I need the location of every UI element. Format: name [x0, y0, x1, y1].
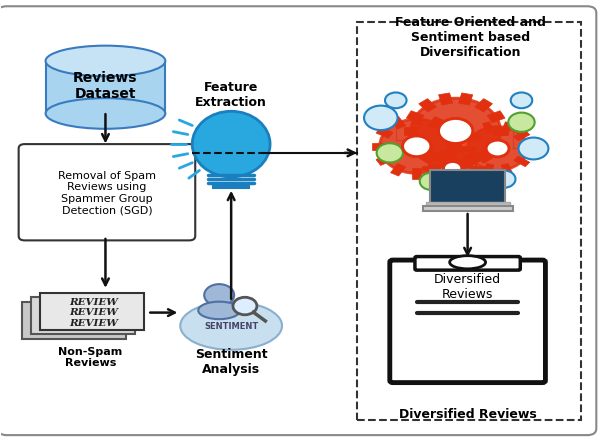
Polygon shape [449, 146, 455, 156]
Polygon shape [419, 151, 437, 164]
Polygon shape [406, 140, 424, 152]
Ellipse shape [449, 256, 485, 269]
FancyBboxPatch shape [357, 22, 581, 420]
Polygon shape [475, 151, 493, 164]
Circle shape [233, 297, 257, 315]
FancyBboxPatch shape [40, 293, 145, 330]
Circle shape [467, 127, 527, 171]
FancyBboxPatch shape [430, 171, 505, 204]
Polygon shape [466, 131, 481, 141]
Circle shape [491, 171, 515, 188]
Ellipse shape [192, 112, 270, 177]
FancyBboxPatch shape [390, 261, 545, 383]
Polygon shape [412, 115, 421, 125]
Polygon shape [482, 164, 494, 176]
Text: Feature
Extraction: Feature Extraction [195, 81, 267, 109]
Polygon shape [501, 123, 512, 134]
Polygon shape [406, 112, 424, 124]
Polygon shape [428, 176, 443, 187]
Polygon shape [440, 128, 457, 139]
Polygon shape [404, 127, 418, 136]
Circle shape [443, 162, 462, 176]
Polygon shape [440, 155, 457, 166]
Ellipse shape [46, 46, 166, 77]
Text: REVIEW
REVIEW
REVIEW: REVIEW REVIEW REVIEW [69, 297, 118, 327]
Text: Diversified Reviews: Diversified Reviews [399, 407, 536, 420]
Polygon shape [458, 158, 473, 170]
Circle shape [486, 141, 509, 157]
Polygon shape [419, 99, 437, 113]
Ellipse shape [46, 99, 166, 130]
Text: Feature Oriented and
Sentiment based
Diversification: Feature Oriented and Sentiment based Div… [395, 16, 546, 59]
Circle shape [439, 119, 473, 144]
Polygon shape [514, 131, 530, 141]
Circle shape [518, 138, 548, 160]
Ellipse shape [198, 302, 240, 319]
Polygon shape [376, 155, 393, 166]
Polygon shape [482, 123, 494, 134]
Polygon shape [475, 99, 493, 113]
Polygon shape [428, 151, 443, 162]
Circle shape [364, 106, 398, 131]
Circle shape [439, 119, 473, 144]
Polygon shape [373, 144, 387, 150]
Polygon shape [463, 176, 477, 187]
Polygon shape [412, 169, 421, 179]
FancyBboxPatch shape [22, 302, 127, 339]
Polygon shape [493, 127, 508, 136]
Polygon shape [460, 146, 475, 152]
FancyBboxPatch shape [426, 203, 509, 207]
FancyBboxPatch shape [19, 145, 195, 241]
Polygon shape [449, 181, 455, 191]
Circle shape [511, 93, 532, 109]
FancyBboxPatch shape [0, 7, 596, 435]
Polygon shape [391, 117, 406, 130]
Circle shape [411, 99, 500, 164]
Polygon shape [446, 144, 461, 150]
Polygon shape [439, 94, 453, 106]
Polygon shape [463, 151, 477, 162]
Text: Diversified
Reviews: Diversified Reviews [434, 273, 501, 300]
Polygon shape [466, 157, 481, 167]
Text: Reviews
Dataset: Reviews Dataset [73, 71, 138, 101]
Circle shape [443, 162, 462, 176]
Circle shape [403, 137, 431, 157]
FancyBboxPatch shape [415, 257, 520, 271]
Circle shape [204, 285, 234, 306]
Polygon shape [422, 166, 436, 171]
FancyBboxPatch shape [213, 183, 249, 188]
FancyBboxPatch shape [31, 297, 136, 335]
Text: SENTIMENT: SENTIMENT [204, 321, 258, 330]
Circle shape [403, 137, 431, 157]
Polygon shape [391, 164, 406, 177]
Polygon shape [520, 146, 535, 152]
Polygon shape [501, 164, 512, 176]
Text: Sentiment
Analysis: Sentiment Analysis [195, 347, 268, 375]
Circle shape [486, 141, 509, 157]
Polygon shape [428, 164, 443, 177]
FancyBboxPatch shape [423, 206, 512, 212]
Text: Non-Spam
Reviews: Non-Spam Reviews [58, 346, 122, 367]
Polygon shape [514, 157, 530, 167]
Polygon shape [439, 158, 453, 170]
Polygon shape [428, 117, 443, 130]
Circle shape [385, 93, 407, 109]
Ellipse shape [180, 302, 282, 350]
Polygon shape [376, 128, 393, 139]
Polygon shape [487, 140, 505, 152]
Circle shape [380, 120, 454, 174]
FancyBboxPatch shape [46, 62, 166, 114]
Polygon shape [469, 166, 484, 171]
Circle shape [508, 113, 535, 133]
Polygon shape [458, 94, 473, 106]
Circle shape [377, 144, 403, 163]
Polygon shape [487, 112, 505, 124]
Circle shape [420, 173, 443, 191]
Circle shape [429, 151, 476, 186]
Text: Removal of Spam
Reviews using
Spammer Group
Detection (SGD): Removal of Spam Reviews using Spammer Gr… [58, 170, 156, 215]
